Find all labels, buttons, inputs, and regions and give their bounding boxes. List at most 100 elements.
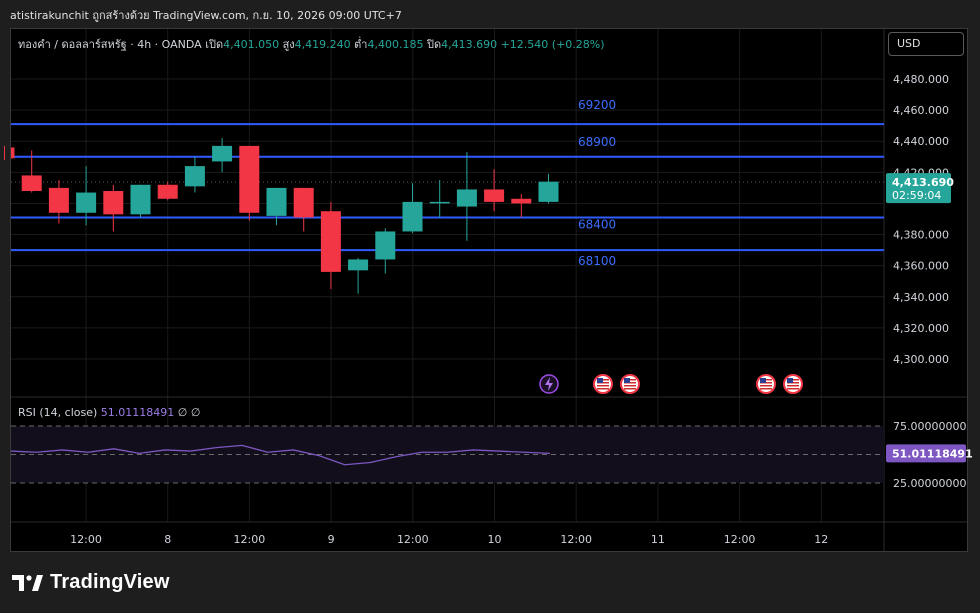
time-tick-label: 11 xyxy=(651,533,665,546)
close-value: 4,413.690 xyxy=(441,38,498,51)
candle[interactable] xyxy=(348,257,369,294)
price-tick-label: 4,300.000 xyxy=(893,353,949,366)
us-flag-event-icon[interactable] xyxy=(756,374,776,394)
flag-canton xyxy=(787,378,793,383)
flag-stripe xyxy=(787,388,799,390)
rsi-legend: RSI (14, close) 51.01118491 ∅ ∅ xyxy=(18,406,200,419)
low-label: ต่ำ xyxy=(354,38,368,51)
time-tick-label: 12:00 xyxy=(560,533,592,546)
candle[interactable] xyxy=(320,201,341,289)
candle-body xyxy=(348,259,369,271)
current-price-tag[interactable] xyxy=(886,173,951,204)
candle-body xyxy=(21,175,42,191)
candle-body xyxy=(484,189,505,202)
candle-body xyxy=(76,192,97,213)
rsi-line[interactable] xyxy=(10,444,551,466)
time-tick-label: 8 xyxy=(164,533,171,546)
lightning-bolt xyxy=(545,377,553,391)
high-label: สูง xyxy=(282,38,295,51)
level-label-68400: 68400 xyxy=(578,217,616,231)
candle-body xyxy=(402,201,423,232)
price-tick-label: 4,340.000 xyxy=(893,291,949,304)
candle[interactable] xyxy=(48,180,69,224)
price-tick-label: 4,320.000 xyxy=(893,322,949,335)
time-tick-label: 10 xyxy=(488,533,502,546)
candle[interactable] xyxy=(4,145,15,160)
candle-body xyxy=(293,187,314,218)
level-label-68900: 68900 xyxy=(578,135,616,149)
bar-countdown-text: 02:59:04 xyxy=(892,189,941,202)
flag-canton xyxy=(624,378,630,383)
candle[interactable] xyxy=(130,184,151,218)
candle-body xyxy=(11,147,15,159)
candle[interactable] xyxy=(76,166,97,226)
candle-body xyxy=(538,181,559,202)
candle[interactable] xyxy=(293,187,314,232)
tradingview-brand[interactable]: TradingView xyxy=(12,571,170,594)
time-tick-label: 12:00 xyxy=(397,533,429,546)
candle[interactable] xyxy=(429,180,450,218)
candle[interactable] xyxy=(375,228,396,274)
us-flag-event-icon[interactable] xyxy=(593,374,613,394)
candle-body xyxy=(130,184,151,215)
flag-canton xyxy=(597,378,603,383)
current-price-text: 4,413.690 xyxy=(892,176,954,189)
candle[interactable] xyxy=(484,169,505,212)
price-tick-label: 4,460.000 xyxy=(893,104,949,117)
flag-stripe xyxy=(760,385,772,387)
candle[interactable] xyxy=(266,187,287,226)
candle-body xyxy=(184,166,205,187)
level-label-68100: 68100 xyxy=(578,254,616,268)
candle[interactable] xyxy=(538,173,559,204)
candle[interactable] xyxy=(456,152,477,241)
candle-body xyxy=(375,231,396,260)
time-tick-label: 12:00 xyxy=(234,533,266,546)
candle-body xyxy=(320,211,341,272)
us-flag-event-icon[interactable] xyxy=(620,374,640,394)
symbol-legend: ทองคำ / ดอลลาร์สหรัฐ · 4h · OANDA เปิด4,… xyxy=(18,35,605,53)
level-label-69200: 69200 xyxy=(578,98,616,112)
candle-body xyxy=(212,145,233,162)
tradingview-logo-icon xyxy=(12,574,43,591)
candle-body xyxy=(266,187,287,216)
candle-body xyxy=(429,201,450,204)
candle[interactable] xyxy=(402,183,423,233)
open-value: 4,401.050 xyxy=(223,38,280,51)
time-tick-label: 9 xyxy=(328,533,335,546)
currency-button[interactable]: USD xyxy=(888,32,964,56)
rsi-tag-text: 51.01118491 xyxy=(892,447,973,460)
flag-canton xyxy=(760,378,766,383)
candle-body xyxy=(48,187,69,213)
lightning-event-icon[interactable] xyxy=(539,374,559,394)
rsi-value: 51.01118491 xyxy=(100,406,175,419)
change-value: +12.540 (+0.28%) xyxy=(500,38,605,51)
brand-name: TradingView xyxy=(50,571,170,593)
time-tick-label: 12 xyxy=(814,533,828,546)
candle-body xyxy=(511,198,532,204)
low-value: 4,400.185 xyxy=(367,38,424,51)
candle-body xyxy=(103,191,124,215)
time-tick-label: 12:00 xyxy=(70,533,102,546)
candle[interactable] xyxy=(103,184,124,232)
symbol-name[interactable]: ทองคำ / ดอลลาร์สหรัฐ · 4h · OANDA xyxy=(18,38,202,51)
candle-body xyxy=(239,145,260,213)
rsi-value-tag[interactable] xyxy=(886,444,966,463)
price-tick-label: 4,360.000 xyxy=(893,260,949,273)
us-flag-event-icon[interactable] xyxy=(783,374,803,394)
flag-stripe xyxy=(624,388,636,390)
candle[interactable] xyxy=(157,181,178,201)
candle[interactable] xyxy=(212,138,233,173)
flag-ring xyxy=(783,374,803,394)
candle[interactable] xyxy=(511,194,532,218)
candle[interactable] xyxy=(184,156,205,193)
candle[interactable] xyxy=(239,145,260,221)
candle[interactable] xyxy=(21,150,42,193)
flag-stripe xyxy=(597,388,609,390)
rsi-tick-label: 75.00000000 xyxy=(893,420,966,433)
chart-caption: atistirakunchit ถูกสร้างด้วย TradingView… xyxy=(10,9,402,22)
flag-ring xyxy=(593,374,613,394)
rsi-label[interactable]: RSI (14, close) xyxy=(18,406,98,419)
price-tick-label: 4,480.000 xyxy=(893,73,949,86)
candle-body xyxy=(456,189,477,207)
